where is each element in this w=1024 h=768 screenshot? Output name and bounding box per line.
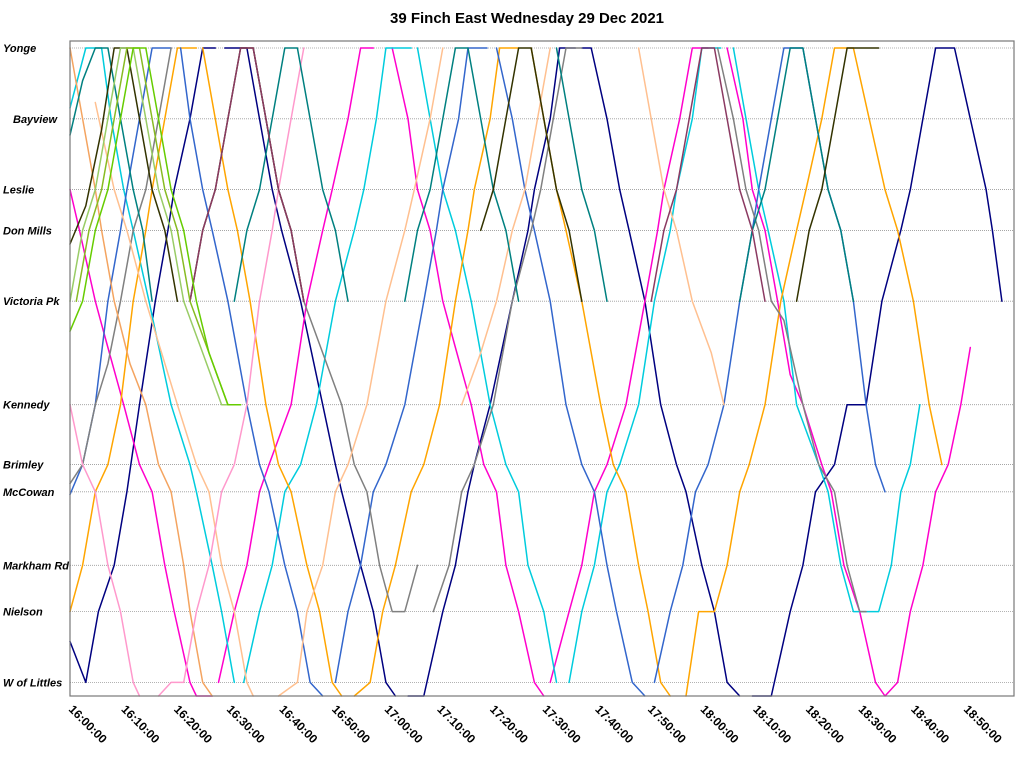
vehicle-trace-47 <box>69 47 236 406</box>
vehicle-trace-7 <box>391 47 545 697</box>
vehicle-trace-40 <box>738 47 855 302</box>
vehicle-trace-23 <box>495 47 646 697</box>
vehicle-trace-6 <box>217 47 375 684</box>
plot-frame <box>69 40 1015 697</box>
vehicle-trace-33 <box>637 47 725 406</box>
x-tick-label: 17:00:00 <box>382 702 426 746</box>
x-tick-label: 18:10:00 <box>750 702 794 746</box>
vehicle-trace-10 <box>69 47 236 684</box>
vehicle-trace-26 <box>252 47 419 613</box>
vehicle-trace-4 <box>751 47 1003 697</box>
x-tick-label: 17:40:00 <box>592 702 636 746</box>
x-tick-label: 17:30:00 <box>540 702 584 746</box>
vehicle-trace-37 <box>233 47 349 302</box>
x-tick-label: 17:20:00 <box>487 702 531 746</box>
stop-label: Leslie <box>3 185 34 197</box>
vehicle-trace-2 <box>407 47 577 697</box>
vehicle-trace-49 <box>69 47 242 406</box>
x-tick-label: 18:30:00 <box>856 702 900 746</box>
vehicle-trace-32 <box>460 47 551 406</box>
chart-title: 39 Finch East Wednesday 29 Dec 2021 <box>390 10 664 27</box>
vehicle-trace-12 <box>416 47 558 684</box>
vehicle-trace-1 <box>224 47 397 697</box>
vehicle-trace-46 <box>650 47 766 302</box>
x-tick-label: 16:50:00 <box>329 702 373 746</box>
x-tick-label: 16:10:00 <box>119 702 163 746</box>
vehicle-trace-24 <box>653 47 886 684</box>
x-tick-labels: 16:00:00 16:10:00 16:20:00 16:30:00 16:40:00… <box>66 702 1005 746</box>
grid-layer <box>70 47 1014 683</box>
stop-label: McCowan <box>3 487 55 499</box>
vehicle-trace-34 <box>69 403 141 697</box>
vehicle-trace-11 <box>242 47 412 684</box>
vehicle-trace-25 <box>69 47 172 485</box>
vehicle-trace-16 <box>201 47 343 697</box>
x-tick-label: 18:40:00 <box>908 702 952 746</box>
x-tick-label: 16:20:00 <box>171 702 215 746</box>
stop-label: W of Littles <box>3 677 62 689</box>
vehicle-trace-27 <box>432 47 583 613</box>
vehicle-trace-19 <box>685 47 943 697</box>
stop-label: Victoria Pk <box>3 296 60 308</box>
stop-label: Yonge <box>3 43 36 55</box>
vehicle-trace-39 <box>555 47 608 302</box>
stop-label: Markham Rd <box>3 560 69 572</box>
stop-label: Bayview <box>13 114 58 126</box>
vehicle-trace-45 <box>189 47 305 302</box>
vehicle-trace-13 <box>568 47 722 684</box>
stop-labels: Yonge Bayview Leslie Don Mills Victoria Pk Ke… <box>3 43 69 689</box>
x-tick-label: 17:50:00 <box>645 702 689 746</box>
vehicle-trace-0 <box>69 47 217 684</box>
x-tick-label: 18:50:00 <box>961 702 1005 746</box>
x-tick-label: 16:40:00 <box>276 702 320 746</box>
vehicle-trace-31 <box>277 47 444 697</box>
vehicle-trace-30 <box>94 101 254 697</box>
stop-label: Don Mills <box>3 225 52 237</box>
vehicle-trace-21 <box>179 47 324 697</box>
x-tick-label: 16:00:00 <box>66 702 110 746</box>
vehicle-trace-14 <box>732 47 921 613</box>
vehicle-trace-17 <box>353 47 520 697</box>
stop-label: Kennedy <box>3 400 50 412</box>
vehicle-trace-29 <box>69 47 213 697</box>
vehicle-trace-22 <box>334 47 488 684</box>
x-tick-label: 17:10:00 <box>434 702 478 746</box>
stop-label: Brimley <box>3 460 44 472</box>
vehicle-trace-9 <box>726 47 972 697</box>
vehicle-trace-15 <box>69 47 198 613</box>
vehicle-trace-43 <box>479 47 583 302</box>
vehicle-trace-44 <box>795 47 880 302</box>
vehicle-trace-5 <box>69 188 213 697</box>
vehicle-trace-8 <box>549 47 709 684</box>
x-tick-label: 18:00:00 <box>698 702 742 746</box>
x-tick-label: 16:30:00 <box>224 702 268 746</box>
trace-layer <box>69 47 1003 697</box>
stop-label: Nielson <box>3 607 43 619</box>
vehicle-trace-38 <box>404 47 520 302</box>
x-tick-label: 18:20:00 <box>803 702 847 746</box>
vehicle-trace-42 <box>189 47 305 302</box>
vehicle-trace-28 <box>716 47 867 613</box>
vehicle-trace-18 <box>530 47 671 697</box>
